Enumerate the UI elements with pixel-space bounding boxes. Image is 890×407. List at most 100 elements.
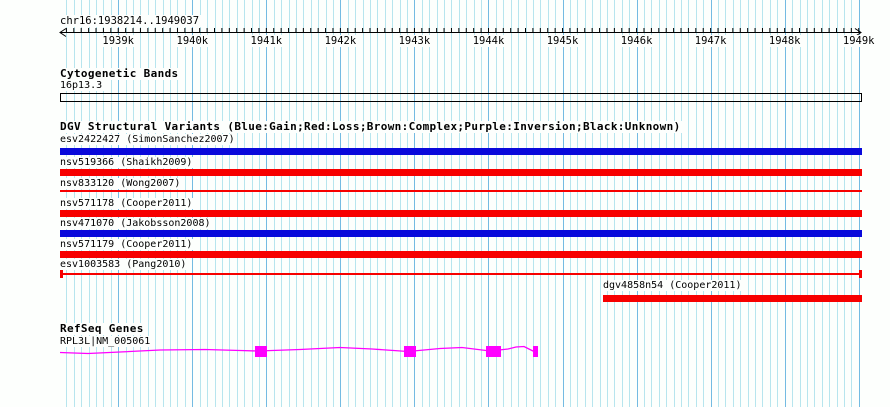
gridline (769, 0, 771, 407)
gridline (688, 0, 690, 407)
variant-bar-nsv519366[interactable] (60, 169, 862, 176)
variant-bar-nsv571178[interactable] (60, 210, 862, 217)
gridline (444, 0, 446, 407)
gridline (740, 0, 742, 407)
gene-name-label: RPL3L|NM_005061 (60, 336, 153, 347)
gridline (392, 0, 394, 407)
gridline (518, 0, 520, 407)
gridline (814, 0, 816, 407)
gridline (244, 0, 246, 407)
ruler-label-1947k: 1947k (693, 35, 728, 47)
variant-bar-dgv4858n54[interactable] (603, 295, 862, 302)
gridline (214, 0, 216, 407)
gridline (592, 0, 594, 407)
gridline (355, 0, 357, 407)
gridline (362, 0, 364, 407)
gridline (718, 0, 720, 407)
gridline (584, 0, 586, 407)
gridline (421, 0, 423, 407)
gene-exon-1[interactable] (255, 346, 267, 357)
gridline (525, 0, 527, 407)
gridline (207, 0, 209, 407)
gridline (806, 0, 808, 407)
gridline (288, 0, 290, 407)
gridline (562, 0, 564, 407)
gridline (251, 0, 253, 407)
variant-bar-esv1003583[interactable] (60, 273, 861, 275)
gridline (725, 0, 727, 407)
gridline (407, 0, 409, 407)
gridline (451, 0, 453, 407)
variant-bar-nsv471070[interactable] (60, 230, 862, 237)
variant-label-dgv4858n54: dgv4858n54 (Cooper2011) (603, 280, 744, 291)
gridline (532, 0, 534, 407)
gridline (510, 0, 512, 407)
gridline (540, 0, 542, 407)
gene-intron-line[interactable] (59, 345, 536, 355)
gridline (784, 0, 786, 407)
variant-label-nsv571178: nsv571178 (Cooper2011) (60, 198, 195, 209)
variant-bar-esv2422427[interactable] (60, 148, 862, 155)
gridline (666, 0, 668, 407)
gridline (488, 0, 490, 407)
cytoband-name-label: 16p13.3 (60, 80, 105, 91)
gridline (569, 0, 571, 407)
gridline (325, 0, 327, 407)
ruler-label-1945k: 1945k (545, 35, 580, 47)
gridline (258, 0, 260, 407)
variant-label-nsv833120: nsv833120 (Wong2007) (60, 178, 183, 189)
variant-label-nsv571179: nsv571179 (Cooper2011) (60, 239, 195, 250)
gridline (481, 0, 483, 407)
gridline (340, 0, 342, 407)
variant-bar-nsv833120[interactable] (60, 190, 862, 192)
gridline (236, 0, 238, 407)
gene-exon-2[interactable] (404, 346, 416, 357)
gridline (310, 0, 312, 407)
variant-endcap-right[interactable] (859, 270, 862, 278)
gene-exon-3[interactable] (486, 346, 501, 357)
variant-endcap-left[interactable] (60, 270, 63, 278)
ruler-label-1943k: 1943k (397, 35, 432, 47)
gridline (762, 0, 764, 407)
gridline (658, 0, 660, 407)
gridline (555, 0, 557, 407)
cytoband-glyph[interactable] (60, 93, 862, 102)
ruler-label-1944k: 1944k (471, 35, 506, 47)
gridline (303, 0, 305, 407)
gridline (703, 0, 705, 407)
variant-bar-nsv571179[interactable] (60, 251, 862, 258)
gridline (836, 0, 838, 407)
gridline (318, 0, 320, 407)
gridline (829, 0, 831, 407)
coordinate-axis (59, 28, 862, 37)
gridline (495, 0, 497, 407)
gridline (636, 0, 638, 407)
gridline (347, 0, 349, 407)
ruler-label-1942k: 1942k (323, 35, 358, 47)
ruler-label-1949k: 1949k (841, 35, 876, 47)
gridline (436, 0, 438, 407)
gridline (695, 0, 697, 407)
cytobands-section-header: Cytogenetic Bands (60, 67, 181, 80)
gridline (273, 0, 275, 407)
gridline (221, 0, 223, 407)
gridline (466, 0, 468, 407)
gridline (621, 0, 623, 407)
gridline (643, 0, 645, 407)
gridline (414, 0, 416, 407)
gene-exon-4[interactable] (533, 346, 538, 357)
gridline (710, 0, 712, 407)
variant-label-esv1003583: esv1003583 (Pang2010) (60, 259, 189, 270)
gridline (681, 0, 682, 407)
variant-label-nsv471070: nsv471070 (Jakobsson2008) (60, 218, 213, 229)
gridline (229, 0, 231, 407)
gridline (799, 0, 801, 407)
gridline (473, 0, 475, 407)
gridline (843, 0, 845, 407)
gridline (851, 0, 853, 407)
gridline (673, 0, 675, 407)
gridline (732, 0, 734, 407)
